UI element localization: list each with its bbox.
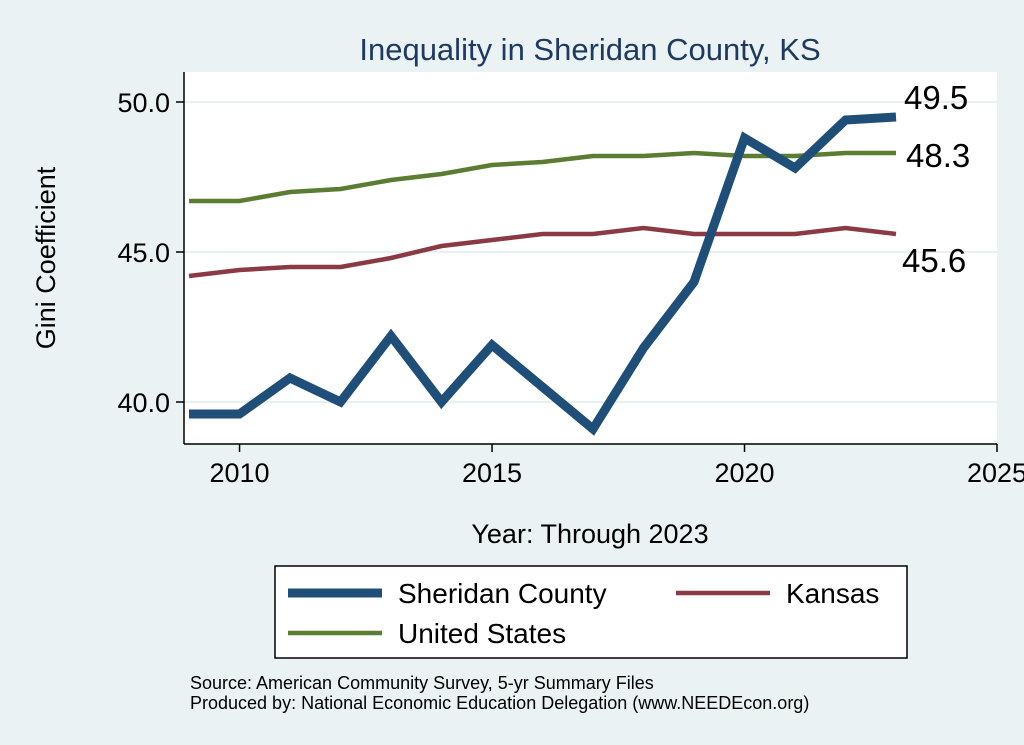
- y-tick-label: 45.0: [117, 238, 170, 268]
- y-tick-label: 40.0: [117, 388, 170, 418]
- series-lines: [188, 112, 897, 436]
- legend-label-kansas: Kansas: [786, 578, 879, 609]
- y-tick-label: 50.0: [117, 88, 170, 118]
- legend-label-united-states: United States: [398, 618, 566, 649]
- legend-box: [274, 565, 908, 659]
- gridlines: [184, 101, 997, 403]
- series-line-sheridan-county: [189, 112, 897, 436]
- producer-note: Produced by: National Economic Education…: [190, 693, 809, 713]
- series-line-kansas: [188, 225, 897, 279]
- x-axis-title: Year: Through 2023: [471, 519, 708, 549]
- end-label-united-states: 48.3: [906, 137, 970, 174]
- legend-label-sheridan-county: Sheridan County: [398, 578, 607, 609]
- end-label-sheridan-county: 49.5: [904, 79, 968, 116]
- x-tick-label: 2010: [210, 458, 270, 488]
- x-tick-label: 2025: [967, 458, 1024, 488]
- source-note: Source: American Community Survey, 5-yr …: [190, 673, 654, 693]
- x-tick-label: 2020: [714, 458, 774, 488]
- axes: 40.0 45.0 50.0 2010 2015 2020 2025: [117, 72, 1024, 488]
- y-axis-title: Gini Coefficient: [31, 166, 61, 349]
- end-labels: 49.5 45.6 48.3: [902, 79, 970, 279]
- x-tick-label: 2015: [462, 458, 522, 488]
- chart-title: Inequality in Sheridan County, KS: [359, 32, 820, 67]
- end-label-kansas: 45.6: [902, 242, 966, 279]
- legend: Sheridan County Kansas United States: [274, 565, 908, 659]
- plot-area: [184, 72, 997, 444]
